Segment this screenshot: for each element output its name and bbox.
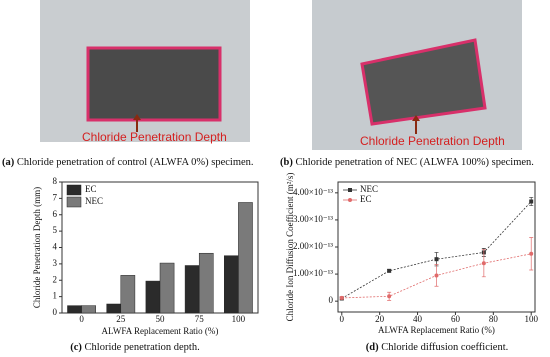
caption-label: (a) — [2, 157, 15, 168]
x-tick-label: 25 — [116, 314, 126, 324]
caption-label: (b) — [280, 157, 293, 168]
x-tick-label: 80 — [489, 314, 499, 324]
bar — [67, 305, 82, 314]
photo-a: Chloride Penetration Depth — [40, 0, 250, 144]
x-tick-label: 100 — [524, 314, 538, 324]
bar — [81, 305, 96, 314]
y-axis-title: Chloride Penetration Depth (mm) — [32, 187, 42, 308]
y-tick-label: 4.00×10⁻¹³ — [293, 187, 333, 197]
marker — [339, 295, 344, 300]
legend-label: NEC — [360, 184, 378, 194]
x-tick-label: 60 — [451, 314, 461, 324]
bar — [120, 275, 136, 314]
legend-label: NEC — [85, 196, 103, 206]
caption-text: Chloride diffusion coefficient. — [381, 342, 508, 353]
marker — [529, 251, 534, 256]
marker — [387, 268, 392, 273]
bar — [159, 262, 175, 314]
marker — [434, 273, 439, 278]
photo-annotation: Chloride Penetration Depth — [82, 130, 227, 144]
bar — [238, 202, 253, 314]
x-axis-title: ALWFA Replacement Ratio (%) — [102, 326, 219, 336]
y-tick-label: 6 — [53, 209, 58, 219]
specimen — [360, 38, 487, 126]
caption-label: (c) — [70, 342, 82, 353]
bar — [198, 252, 214, 314]
y-tick-label: 7 — [53, 192, 58, 202]
y-tick-label: 5 — [53, 225, 58, 235]
photo-annotation: Chloride Penetration Depth — [360, 134, 505, 148]
legend-swatch — [66, 184, 82, 196]
photo-b: Chloride Penetration Depth — [312, 0, 522, 150]
marker — [481, 261, 486, 266]
bar — [184, 265, 200, 314]
caption-label: (d) — [366, 342, 379, 353]
x-tick-label: 100 — [232, 314, 246, 324]
marker — [434, 257, 439, 262]
x-tick-label: 0 — [340, 314, 345, 324]
marker — [529, 199, 534, 204]
y-tick-label: 1.00×10⁻¹³ — [293, 268, 333, 278]
caption: (c) Chloride penetration depth. — [70, 342, 199, 353]
x-tick-label: 50 — [156, 314, 166, 324]
series-line — [341, 201, 532, 299]
x-tick-label: 20 — [375, 314, 385, 324]
legend-marker — [348, 188, 352, 192]
bar — [224, 255, 239, 314]
arrow-head — [133, 114, 141, 120]
legend-label: EC — [85, 184, 97, 194]
y-axis-title: Chloride Ion Diffusion Coefficient (m²/s… — [285, 173, 295, 322]
y-tick-label: 1 — [53, 291, 58, 301]
y-tick-label: 2.00×10⁻¹³ — [293, 241, 333, 251]
specimen — [86, 46, 222, 122]
bar — [106, 303, 122, 314]
caption-text: Chloride penetration of control (ALWFA 0… — [17, 157, 254, 168]
caption-text: Chloride penetration of NEC (ALWFA 100%)… — [295, 157, 533, 168]
y-tick-label: 2 — [53, 274, 58, 284]
y-tick-label: 3.00×10⁻¹³ — [293, 214, 333, 224]
bar — [145, 280, 161, 314]
arrow-head — [412, 115, 420, 121]
y-tick-label: 4 — [53, 242, 58, 252]
y-tick-label: 8 — [53, 176, 58, 186]
y-tick-label: 3 — [53, 258, 58, 268]
marker — [387, 294, 392, 299]
legend-swatch — [66, 196, 82, 208]
x-axis-title: ALWFA Replacement Ratio (%) — [378, 325, 495, 335]
x-tick-label: 40 — [413, 314, 423, 324]
caption: (d) Chloride diffusion coefficient. — [366, 342, 509, 353]
x-tick-label: 0 — [79, 314, 84, 324]
caption-text: Chloride penetration depth. — [85, 342, 200, 353]
y-tick-label: 0 — [329, 295, 334, 305]
legend-label: EC — [360, 194, 372, 204]
y-tick-label: 0 — [53, 307, 58, 317]
caption: (a) Chloride penetration of control (ALW… — [2, 157, 254, 168]
caption: (b) Chloride penetration of NEC (ALWFA 1… — [280, 157, 534, 168]
x-tick-label: 75 — [195, 314, 205, 324]
legend-marker — [348, 198, 352, 202]
